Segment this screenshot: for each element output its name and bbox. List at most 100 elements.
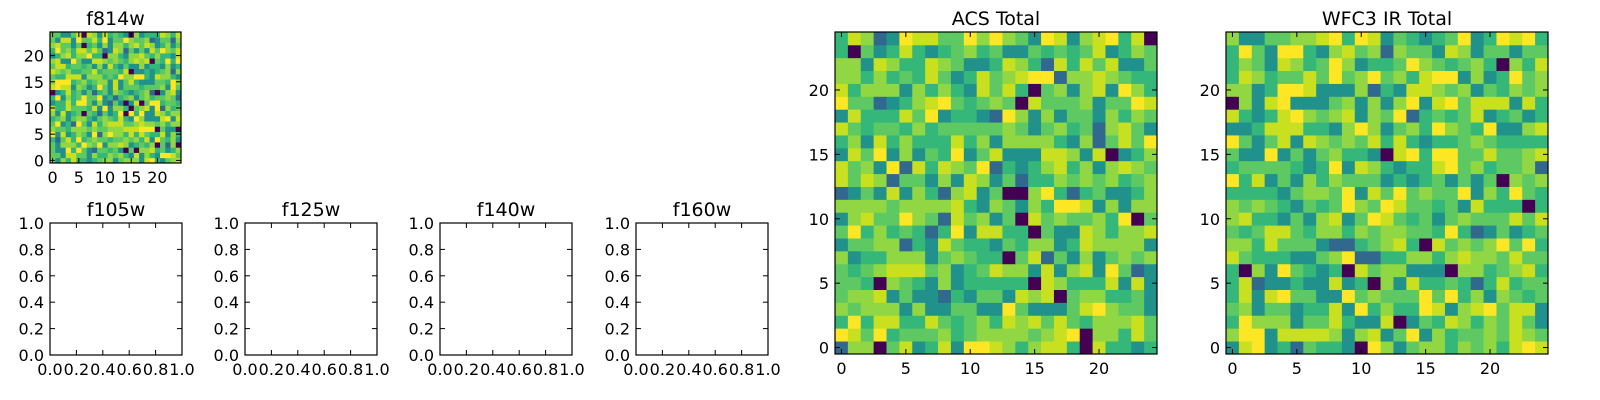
heatmap-cell [1367,135,1381,149]
heatmap-cell [70,105,77,111]
heatmap-cell [1483,276,1497,290]
heatmap-cell [1432,70,1446,84]
heatmap-cell [1457,186,1472,200]
heatmap-cell [1535,263,1549,278]
heatmap-cell [1329,212,1343,226]
heatmap-cell [133,68,140,75]
heatmap-cell [1277,276,1291,290]
heatmap-cell [1522,57,1536,72]
heatmap-cell [1028,212,1042,226]
heatmap-cell [835,186,849,200]
heatmap-cell [1535,44,1549,59]
heatmap-cell [170,105,177,111]
heatmap-cell [1053,289,1068,303]
heatmap-cell [112,157,119,164]
heatmap-cell [1432,186,1446,200]
heatmap-cell [860,122,875,136]
heatmap-cell [1367,315,1381,329]
heatmap-cell [165,110,171,117]
heatmap-cell [886,109,900,123]
heatmap-cell [1015,135,1029,149]
heatmap-cell [1457,302,1472,316]
heatmap-cell [70,152,77,159]
heatmap-cell [1470,289,1484,303]
heatmap-cell [154,42,161,49]
heatmap-cell [160,37,166,43]
heatmap-cell [1509,70,1523,84]
heatmap-cell [860,315,875,329]
heatmap-cell [86,131,93,138]
x-tick-label: 1.0 [559,360,584,379]
heatmap-cell [1444,122,1459,136]
heatmap-cell [976,199,990,213]
heatmap-cell [1354,212,1369,226]
heatmap-cell [86,121,93,127]
heatmap-cell [170,131,177,138]
heatmap-cell [1354,57,1369,72]
heatmap-cell [128,131,135,138]
heatmap-cell [144,68,150,75]
heatmap-cell [1444,135,1459,149]
heatmap-cell [1144,289,1158,303]
heatmap-cell [1226,341,1240,355]
heatmap-cell [170,52,177,59]
heatmap-cell [1483,147,1497,162]
heatmap-cell [899,147,913,162]
heatmap-cell [1316,32,1330,46]
heatmap-cell [1264,44,1278,59]
heatmap-cell [950,225,965,239]
heatmap-cell [128,73,135,80]
heatmap-cell [55,157,61,164]
heatmap-cell [1393,250,1407,265]
heatmap-cell [133,47,140,54]
heatmap-cell [1535,199,1549,213]
heatmap-cell [102,131,109,138]
heatmap-cell [1509,289,1523,303]
heatmap-cell [1105,109,1119,123]
heatmap-cell [1522,70,1536,84]
heatmap-cell [1131,32,1145,46]
heatmap-cell [1354,83,1369,97]
heatmap-cell [873,96,887,110]
heatmap-cell [1131,225,1145,239]
heatmap-cell [912,276,926,290]
heatmap-cell [1406,276,1420,290]
heatmap-cell [149,37,156,43]
heatmap-cell [1105,341,1119,355]
heatmap-cell [873,263,887,278]
y-tick-label: 0.6 [214,267,239,286]
heatmap-cell [1509,199,1523,213]
heatmap-cell [1277,263,1291,278]
heatmap-cell [1380,199,1394,213]
heatmap-cell [847,96,862,110]
heatmap-cell [144,147,150,153]
heatmap-cell [873,32,887,46]
heatmap-cell [1131,212,1145,226]
heatmap-cell [1066,173,1081,187]
heatmap-cell [1251,109,1266,123]
heatmap-cell [1354,263,1369,278]
heatmap-cell [60,42,67,49]
heatmap-cell [86,73,93,80]
heatmap-cell [912,302,926,316]
heatmap-cell [1066,135,1081,149]
heatmap-cell [1251,186,1266,200]
heatmap-cell [1131,83,1145,97]
f814w-heatmap-cells [50,32,182,164]
heatmap-cell [950,212,965,226]
heatmap-cell [1144,122,1158,136]
heatmap-cell [154,84,161,91]
y-tick-label: 0.2 [409,320,434,339]
heatmap-cell [139,58,145,64]
heatmap-cell [1483,328,1497,342]
heatmap-cell [1380,315,1394,329]
heatmap-cell [873,147,887,162]
heatmap-cell [128,115,135,122]
heatmap-cell [97,157,103,164]
heatmap-cell [873,225,887,239]
heatmap-cell [899,315,913,329]
heatmap-cell [1393,173,1407,187]
heatmap-cell [50,47,56,54]
heatmap-cell [1303,250,1317,265]
heatmap-cell [1041,238,1055,252]
